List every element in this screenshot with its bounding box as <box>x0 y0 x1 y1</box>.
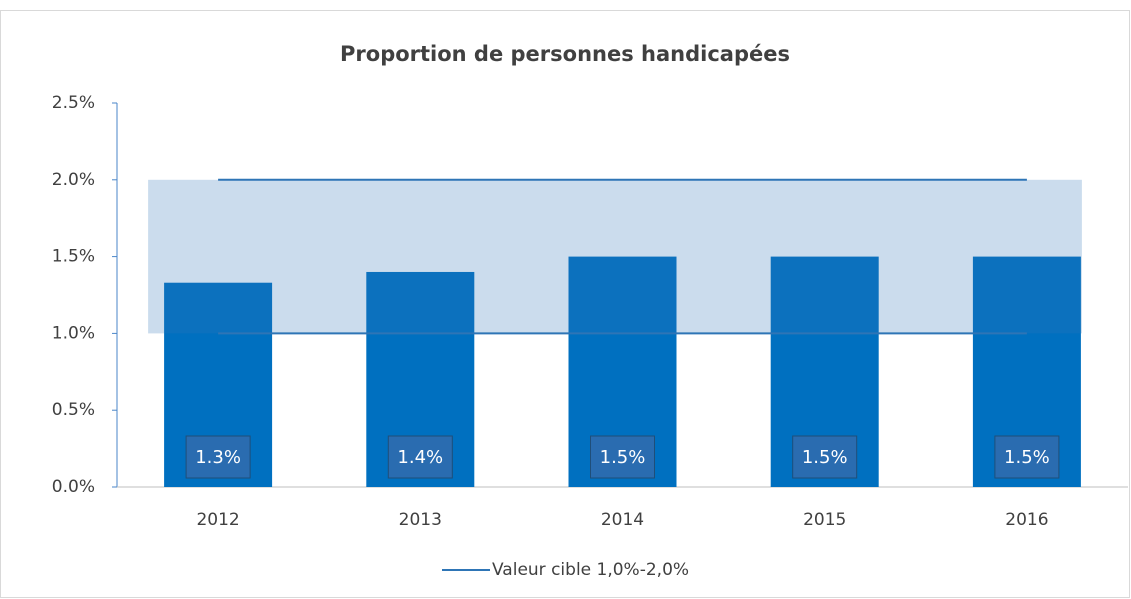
value-label: 1.5% <box>1004 447 1050 468</box>
value-label-box <box>994 435 1060 479</box>
value-label-box <box>590 435 655 479</box>
x-tick-label: 2015 <box>803 510 846 530</box>
x-tick-label: 2014 <box>601 510 644 530</box>
value-label: 1.3% <box>195 447 241 468</box>
target-band <box>148 179 1082 334</box>
x-tick-label: 2012 <box>196 510 239 530</box>
value-label-box <box>185 435 251 479</box>
y-tick-label: 2.0% <box>52 170 95 190</box>
value-label: 1.5% <box>802 447 848 468</box>
y-tick-label: 1.0% <box>52 323 95 343</box>
y-tick-label: 0.0% <box>52 477 95 497</box>
value-label-box <box>792 435 858 479</box>
x-tick-label: 2016 <box>1005 510 1048 530</box>
value-label-box <box>387 435 453 479</box>
chart-title: Proportion de personnes handicapées <box>340 42 790 66</box>
y-tick-label: 1.5% <box>52 247 95 267</box>
x-tick-label: 2013 <box>399 510 442 530</box>
legend-label: Valeur cible 1,0%-2,0% <box>492 560 689 580</box>
y-tick-label: 2.5% <box>52 93 95 113</box>
chart-border <box>0 10 1130 598</box>
y-tick-label: 0.5% <box>52 400 95 420</box>
value-label: 1.4% <box>397 447 443 468</box>
value-label: 1.5% <box>600 447 646 468</box>
